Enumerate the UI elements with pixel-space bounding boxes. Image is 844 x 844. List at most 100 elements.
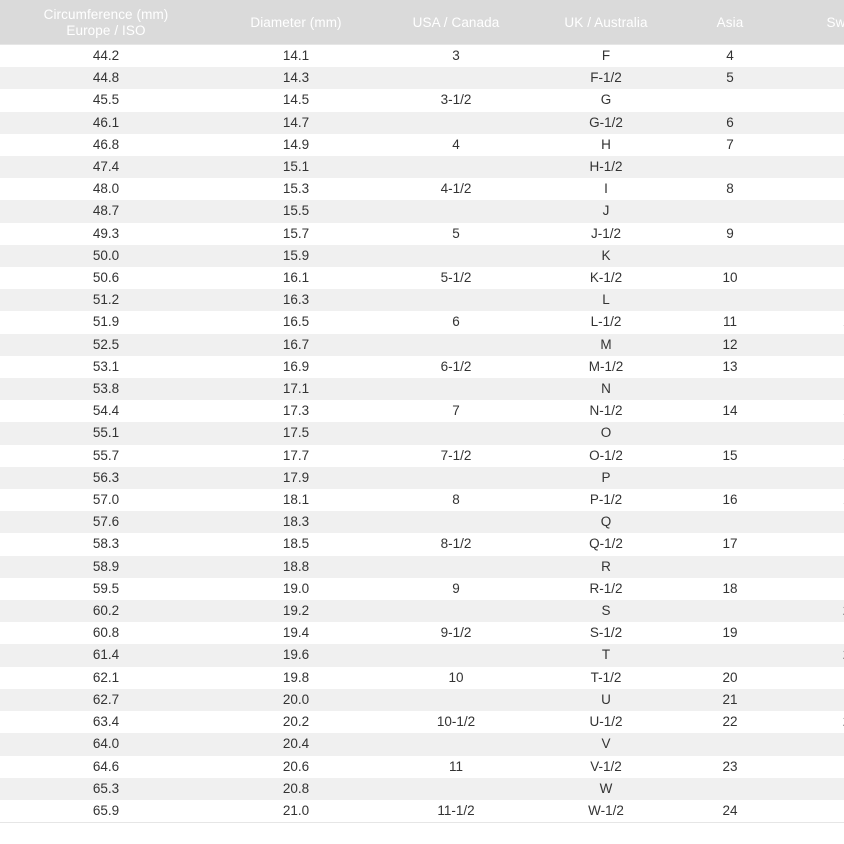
cell-switzerland: 16-1/2 <box>780 445 844 467</box>
cell-circumference: 50.6 <box>92 270 120 286</box>
cell-diameter: 18.8 <box>282 558 310 574</box>
cell-switzerland: 22-3/4 <box>780 711 844 733</box>
cell-switzerland <box>780 378 844 400</box>
cell-switzerland: 15-1/4 <box>780 400 844 422</box>
cell-usa <box>380 733 532 755</box>
cell-uk: S <box>601 603 611 619</box>
cell-uk: P-1/2 <box>589 492 623 508</box>
cell-usa <box>380 289 532 311</box>
cell-uk: N <box>601 381 611 397</box>
cell-uk: N-1/2 <box>589 403 623 419</box>
cell-usa <box>380 156 532 178</box>
cell-usa <box>380 378 532 400</box>
cell-usa: 10-1/2 <box>436 714 476 730</box>
cell-switzerland <box>780 223 844 245</box>
table-row: 45.5 14.5 3-1/2 G <box>0 89 844 112</box>
cell-uk: R-1/2 <box>589 580 623 596</box>
cell-circumference: 48.7 <box>92 203 120 219</box>
cell-diameter: 17.7 <box>282 447 310 463</box>
cell-switzerland: 5-1/4 <box>780 67 844 89</box>
cell-circumference: 57.0 <box>92 492 120 508</box>
cell-circumference: 60.2 <box>92 603 120 619</box>
cell-circumference: 58.9 <box>92 558 120 574</box>
cell-uk: G-1/2 <box>589 114 623 130</box>
cell-usa: 7 <box>452 403 460 419</box>
column-header-diameter: Diameter (mm) <box>250 14 342 30</box>
cell-circumference: 64.6 <box>92 758 120 774</box>
cell-switzerland <box>780 756 844 778</box>
cell-diameter: 17.1 <box>282 381 310 397</box>
cell-usa: 4-1/2 <box>440 181 472 197</box>
cell-uk: O-1/2 <box>589 447 623 463</box>
cell-asia: 11 <box>722 314 737 330</box>
cell-uk: H-1/2 <box>589 159 623 175</box>
cell-circumference: 53.1 <box>92 358 120 374</box>
table-row: 48.0 15.3 4-1/2 I 8 <box>0 178 844 201</box>
cell-asia <box>680 422 780 444</box>
cell-diameter: 15.5 <box>282 203 310 219</box>
cell-circumference: 44.8 <box>92 70 120 86</box>
cell-circumference: 62.7 <box>92 691 120 707</box>
cell-asia: 8 <box>726 181 734 197</box>
cell-usa <box>380 689 532 711</box>
column-header-circumference-line2: Europe / ISO <box>66 22 146 38</box>
cell-usa <box>380 112 532 134</box>
table-row: 60.2 19.2 S 20-1/4 <box>0 600 844 623</box>
cell-usa: 3-1/2 <box>440 92 472 108</box>
cell-circumference: 57.6 <box>92 514 120 530</box>
table-row: 53.1 16.9 6-1/2 M-1/2 13 14 <box>0 355 844 379</box>
cell-diameter: 19.2 <box>282 603 310 619</box>
cell-circumference: 54.4 <box>92 403 120 419</box>
cell-diameter: 16.7 <box>282 336 310 352</box>
cell-uk: J <box>602 203 610 219</box>
cell-circumference: 63.4 <box>92 714 120 730</box>
cell-switzerland: 7-3/4 <box>780 156 844 178</box>
table-row: 55.7 17.7 7-1/2 O-1/2 15 16-1/2 <box>0 444 844 467</box>
cell-asia <box>680 644 780 666</box>
cell-uk: V <box>601 736 611 752</box>
column-header-uk-australia: UK / Australia <box>564 14 648 30</box>
cell-diameter: 19.8 <box>282 669 310 685</box>
table-row: 46.1 14.7 G-1/2 6 6-1/2 <box>0 111 844 134</box>
cell-usa: 10 <box>448 669 464 685</box>
cell-diameter: 17.3 <box>282 403 310 419</box>
cell-usa: 11-1/2 <box>380 799 532 824</box>
cell-asia: 14 <box>722 403 738 419</box>
cell-usa <box>380 334 532 356</box>
cell-asia: 10 <box>722 270 738 286</box>
cell-usa: 7-1/2 <box>440 447 472 463</box>
cell-usa <box>380 200 532 222</box>
cell-diameter: 20.8 <box>282 780 310 796</box>
ring-size-conversion-table: Circumference (mm) Europe / ISO Diameter… <box>0 0 844 824</box>
cell-circumference: 62.1 <box>92 669 120 685</box>
cell-uk: S-1/2 <box>589 625 623 641</box>
cell-asia: 18 <box>722 580 738 596</box>
cell-uk: U-1/2 <box>589 714 623 730</box>
cell-usa: 8 <box>452 492 460 508</box>
cell-asia: 5 <box>726 70 734 86</box>
cell-asia: 21 <box>722 691 738 707</box>
table-row: 48.7 15.5 J 9 <box>0 200 844 223</box>
cell-usa: 6 <box>452 314 460 330</box>
cell-diameter: 14.5 <box>282 92 310 108</box>
table-row: 64.0 20.4 V <box>0 733 844 756</box>
cell-diameter: 16.5 <box>282 314 310 330</box>
cell-usa: 9 <box>452 580 460 596</box>
cell-diameter: 14.3 <box>282 70 310 86</box>
table-row: 59.5 19.0 9 R-1/2 18 <box>0 577 844 601</box>
cell-asia: 13 <box>722 358 738 374</box>
cell-asia: 20 <box>722 669 738 685</box>
cell-circumference: 65.9 <box>0 799 212 824</box>
cell-uk: K-1/2 <box>589 270 623 286</box>
cell-switzerland <box>780 622 844 644</box>
cell-switzerland <box>780 511 844 533</box>
cell-switzerland: 20-1/4 <box>780 600 844 622</box>
cell-uk: J-1/2 <box>590 225 621 241</box>
cell-uk: G <box>600 92 612 108</box>
cell-uk: M <box>600 336 612 352</box>
cell-switzerland <box>780 267 844 289</box>
cell-asia: 6 <box>726 114 734 130</box>
cell-circumference: 60.8 <box>92 625 120 641</box>
cell-diameter: 20.4 <box>282 736 310 752</box>
cell-switzerland <box>780 667 844 689</box>
